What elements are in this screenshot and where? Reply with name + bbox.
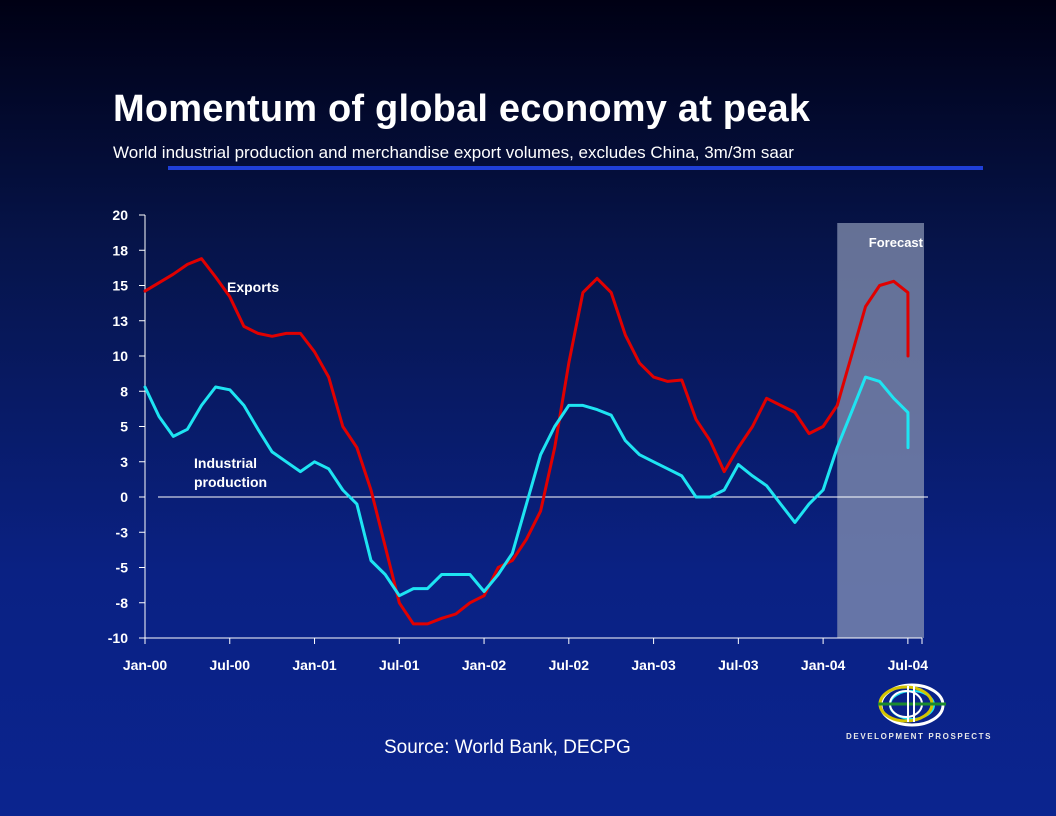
slide-subtitle: World industrial production and merchand…	[113, 143, 794, 162]
x-tick-label: Jul-01	[379, 657, 420, 673]
x-tick-label: Jul-03	[718, 657, 759, 673]
forecast-band	[837, 223, 924, 638]
y-tick-label: 0	[120, 489, 128, 505]
y-tick-label: 18	[112, 242, 128, 258]
y-tick-label: 13	[112, 313, 128, 329]
logo-text: DEVELOPMENT PROSPECTS	[846, 732, 993, 741]
development-prospects-logo	[878, 683, 946, 727]
x-tick-label: Jul-04	[888, 657, 929, 673]
annotation-exports: Exports	[227, 279, 279, 295]
x-tick-label: Jul-00	[210, 657, 251, 673]
forecast-label: Forecast	[869, 235, 924, 250]
y-tick-label: 5	[120, 419, 128, 435]
series-line-industrial	[143, 375, 910, 598]
x-tick-label: Jan-04	[801, 657, 846, 673]
y-tick-label: -10	[108, 630, 128, 646]
y-tick-label: 15	[112, 278, 128, 294]
y-tick-label: 20	[112, 207, 128, 223]
annotation-industrial-line: Industrial	[194, 455, 257, 471]
y-tick-label: 10	[112, 348, 128, 364]
slide-title: Momentum of global economy at peak	[113, 88, 811, 130]
source-note: Source: World Bank, DECPG	[384, 737, 631, 758]
y-tick-label: 8	[120, 383, 128, 399]
annotation-industrial-production: Industrial production	[194, 455, 267, 490]
x-tick-label: Jul-02	[549, 657, 590, 673]
title-underline	[168, 166, 983, 170]
y-tick-label: -3	[116, 524, 129, 540]
y-tick-label: -8	[116, 595, 129, 611]
y-axis: 20 18 15 13 10 8 5 3 0 -3 -5 -8 -10	[108, 207, 146, 646]
y-tick-label: -5	[116, 560, 129, 576]
x-tick-label: Jan-01	[292, 657, 337, 673]
series-line-exports	[143, 257, 910, 626]
y-tick-label: 3	[120, 454, 128, 470]
x-tick-label: Jan-00	[123, 657, 168, 673]
x-axis: Jan-00 Jul-00 Jan-01 Jul-01 Jan-02 Jul-02 Jan-…	[123, 637, 929, 673]
annotation-industrial-line: production	[194, 474, 267, 490]
x-tick-label: Jan-03	[631, 657, 676, 673]
x-tick-label: Jan-02	[462, 657, 507, 673]
